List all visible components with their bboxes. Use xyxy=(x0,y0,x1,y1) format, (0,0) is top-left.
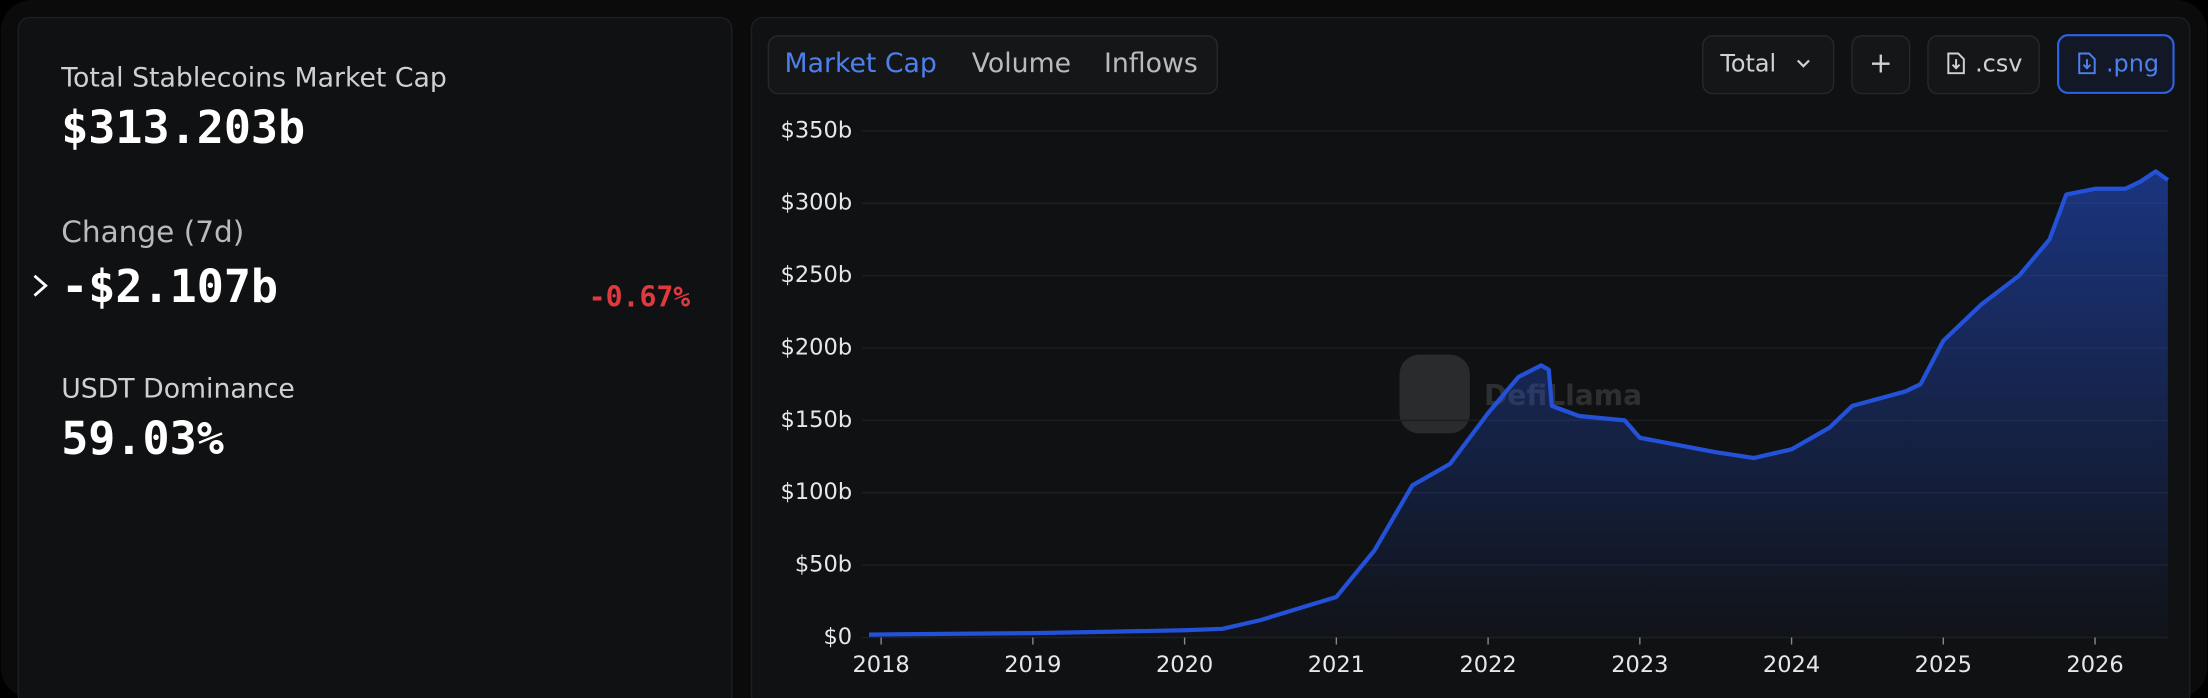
dropdown[interactable] xyxy=(1702,35,1835,95)
y-tick-label: $300b xyxy=(781,190,853,216)
csv-label: .csv xyxy=(1975,50,2022,78)
tab[interactable]: Market Cap xyxy=(785,48,937,79)
area-fill xyxy=(868,171,2168,638)
y-tick-label: $150b xyxy=(781,407,853,433)
x-tick-label: 2024 xyxy=(1763,652,1820,678)
add-button[interactable] xyxy=(1851,35,1911,95)
x-tick-label: 2025 xyxy=(1915,652,1972,678)
plot: $0 $50b $100b $150b $200b $250b $300b $350b 2018… xyxy=(781,117,2170,678)
x-tick-label: 2019 xyxy=(1004,652,1061,678)
y-tick-label: $250b xyxy=(781,262,853,288)
tab-group xyxy=(767,35,1218,95)
tab[interactable]: Volume xyxy=(972,48,1071,79)
watermark-logo xyxy=(1399,354,1470,434)
stats-panel xyxy=(17,16,733,698)
png-button[interactable] xyxy=(2057,34,2175,94)
x-tick-label: 2022 xyxy=(1459,652,1516,678)
stat-change-percent: -0.67% xyxy=(589,280,691,313)
stat-value: 59.03% xyxy=(61,412,224,465)
y-tick-label: $350b xyxy=(781,117,853,143)
y-tick-label: $200b xyxy=(781,334,853,360)
dropdown-label: Total xyxy=(1719,50,1776,78)
png-label: .png xyxy=(2106,50,2159,78)
stat-value: -$2.107b xyxy=(61,260,278,313)
x-tick-label: 2021 xyxy=(1308,652,1365,678)
line xyxy=(868,169,2170,637)
download-icon xyxy=(2078,52,2096,75)
tab[interactable]: Inflows xyxy=(1104,48,1198,79)
add-label: + xyxy=(1869,47,1893,80)
x-tick-label: 2020 xyxy=(1156,652,1213,678)
x-tick-label: 2018 xyxy=(852,652,909,678)
stat-label: Change (7d) xyxy=(61,215,244,249)
x-tick-label: 2026 xyxy=(2066,652,2123,678)
stat-label: Total Stablecoins Market Cap xyxy=(60,62,447,93)
expand-chevron[interactable] xyxy=(33,274,48,297)
y-tick-label: $100b xyxy=(781,479,853,505)
stat-value: $313.203b xyxy=(61,101,305,154)
y-tick-label: $50b xyxy=(795,552,852,578)
csv-button[interactable] xyxy=(1927,35,2040,95)
dropdown-chevron xyxy=(1796,59,1810,68)
y-tick-label: $0 xyxy=(823,624,852,650)
x-tick-label: 2023 xyxy=(1611,652,1668,678)
stat-label: USDT Dominance xyxy=(61,373,295,404)
download-icon xyxy=(1947,52,1965,75)
